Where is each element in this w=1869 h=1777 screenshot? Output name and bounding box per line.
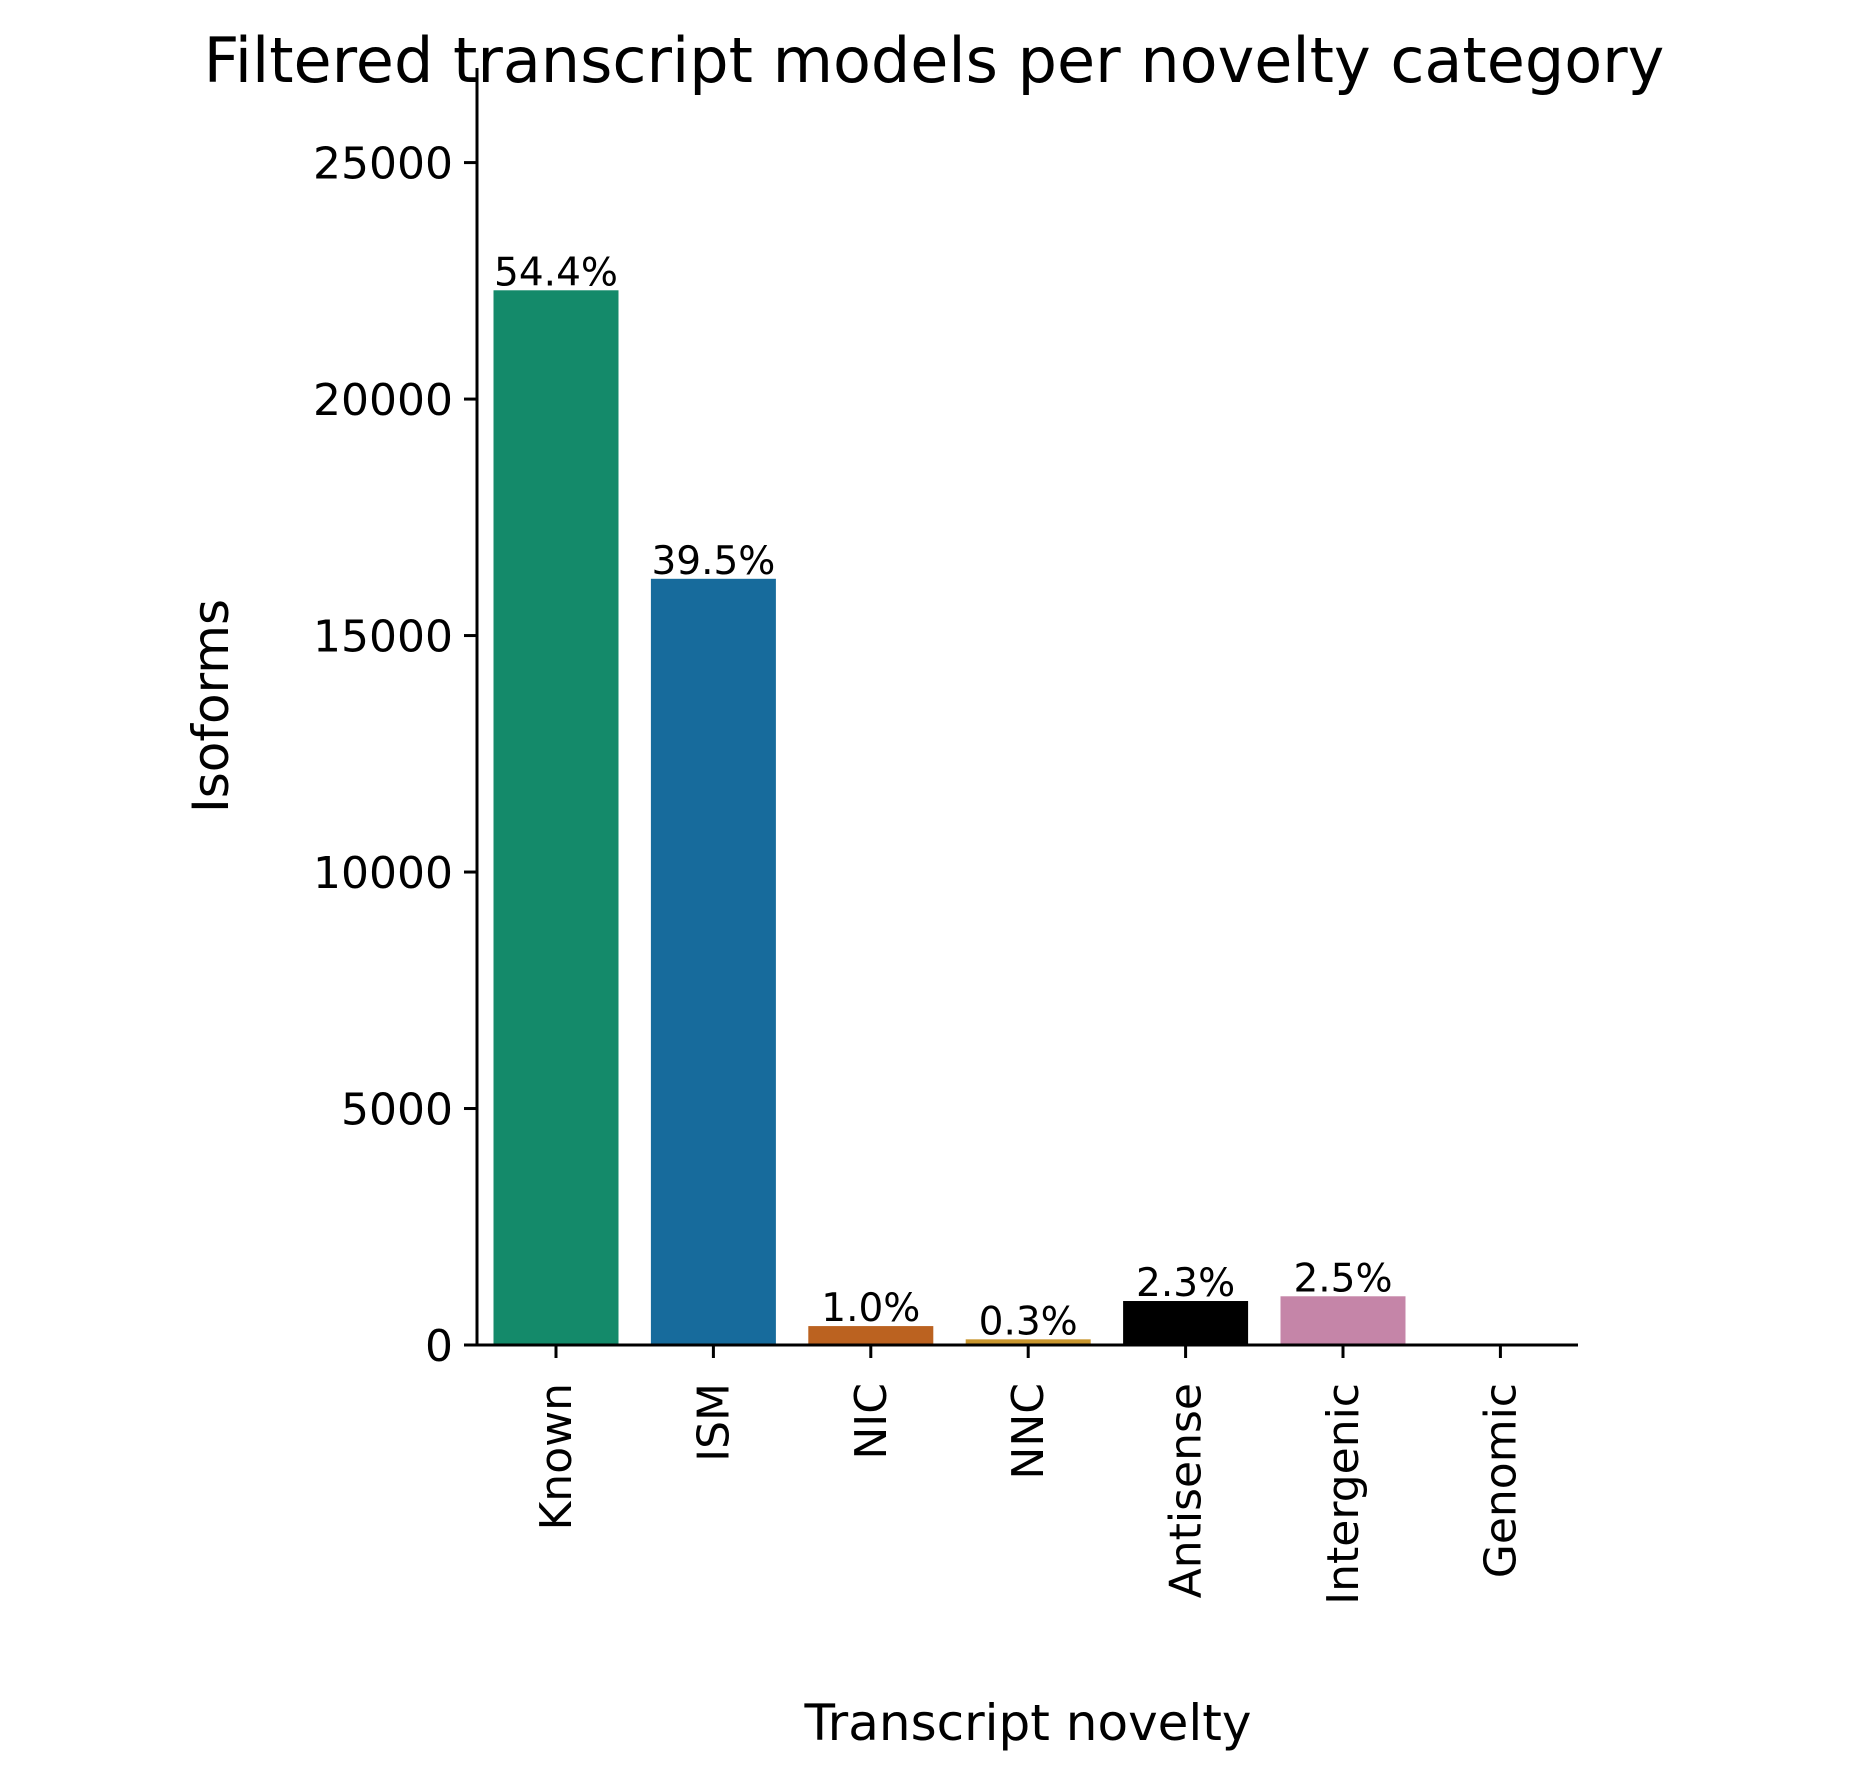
x-tick-label: Antisense: [1161, 1383, 1212, 1598]
bar-ism: [650, 578, 776, 1345]
y-tick-label: 0: [425, 1321, 453, 1372]
y-tick-label: 15000: [313, 612, 453, 663]
bar-antisense: [1123, 1301, 1249, 1345]
data-label-nnc: 0.3%: [979, 1299, 1078, 1344]
data-label-antisense: 2.3%: [1136, 1261, 1235, 1306]
x-tick-label: Intergenic: [1318, 1383, 1369, 1605]
data-labels-group: 54.4% 39.5% 1.0% 0.3% 2.3% 2.5%: [494, 250, 1393, 1344]
bars-group: [493, 290, 1406, 1345]
y-tick-label: 20000: [313, 375, 453, 426]
x-ticks-group: Known ISM NIC NNC Antisense Intergenic Genomic: [531, 1345, 1526, 1605]
data-label-ism: 39.5%: [651, 539, 775, 584]
bar-nnc: [965, 1339, 1091, 1345]
bar-known: [493, 290, 619, 1345]
y-tick-label: 5000: [341, 1085, 453, 1136]
x-axis-label: Transcript novelty: [803, 1694, 1251, 1752]
y-axis-label: Isoforms: [182, 599, 240, 813]
bar-intergenic: [1280, 1296, 1406, 1345]
y-tick-label: 10000: [313, 848, 453, 899]
x-tick-label: NNC: [1003, 1383, 1054, 1480]
chart-title: Filtered transcript models per novelty c…: [204, 24, 1665, 97]
x-tick-label: Known: [531, 1383, 582, 1531]
data-label-intergenic: 2.5%: [1293, 1256, 1392, 1301]
y-ticks-group: 0 5000 10000 15000 20000 25000: [313, 139, 477, 1372]
x-tick-label: ISM: [688, 1383, 739, 1462]
x-tick-label: Genomic: [1475, 1383, 1526, 1578]
x-tick-label: NIC: [846, 1383, 897, 1460]
y-tick-label: 25000: [313, 139, 453, 190]
data-label-nic: 1.0%: [821, 1286, 920, 1331]
bar-nic: [808, 1326, 934, 1345]
data-label-known: 54.4%: [494, 250, 618, 295]
